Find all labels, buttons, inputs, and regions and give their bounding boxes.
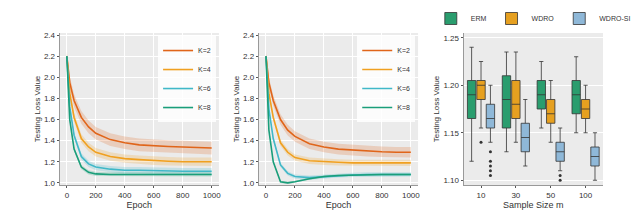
svg-text:1.10: 1.10 (443, 176, 459, 185)
svg-text:1000: 1000 (402, 191, 420, 200)
svg-text:1.4: 1.4 (243, 136, 255, 145)
svg-text:800: 800 (176, 191, 190, 200)
svg-text:100: 100 (579, 191, 593, 200)
svg-text:Epoch: Epoch (326, 200, 352, 210)
svg-text:1.25: 1.25 (443, 34, 459, 43)
svg-text:K=6: K=6 (198, 85, 211, 92)
svg-text:10: 10 (477, 191, 486, 200)
svg-text:Testing Loss Value: Testing Loss Value (33, 75, 42, 142)
svg-text:50: 50 (546, 191, 555, 200)
svg-text:2.0: 2.0 (243, 73, 255, 82)
svg-text:1.0: 1.0 (44, 179, 56, 188)
svg-text:200: 200 (288, 191, 302, 200)
svg-text:1000: 1000 (203, 191, 221, 200)
svg-text:2.4: 2.4 (44, 31, 56, 40)
svg-text:0: 0 (65, 191, 70, 200)
svg-text:2.2: 2.2 (243, 52, 255, 61)
svg-text:400: 400 (317, 191, 331, 200)
svg-text:Testing Loss Value: Testing Loss Value (232, 75, 241, 142)
svg-text:1.2: 1.2 (44, 158, 56, 167)
svg-text:K=2: K=2 (198, 47, 211, 54)
svg-text:1.8: 1.8 (243, 94, 255, 103)
svg-text:K=4: K=4 (397, 66, 410, 73)
svg-text:1.2: 1.2 (243, 158, 255, 167)
svg-text:1.6: 1.6 (44, 115, 56, 124)
svg-text:K=8: K=8 (397, 104, 410, 111)
svg-text:WDRO-SI: WDRO-SI (599, 15, 630, 22)
svg-text:Sample Size m: Sample Size m (503, 200, 564, 210)
svg-text:600: 600 (346, 191, 360, 200)
svg-text:800: 800 (375, 191, 389, 200)
svg-text:ERM: ERM (471, 15, 487, 22)
svg-text:2.2: 2.2 (44, 52, 56, 61)
svg-text:1.20: 1.20 (443, 81, 459, 90)
svg-text:400: 400 (118, 191, 132, 200)
svg-text:1.15: 1.15 (443, 129, 459, 138)
svg-text:1.4: 1.4 (44, 136, 56, 145)
svg-text:30: 30 (511, 191, 520, 200)
svg-text:K=4: K=4 (198, 66, 211, 73)
svg-text:1.8: 1.8 (44, 94, 56, 103)
svg-text:2.0: 2.0 (44, 73, 56, 82)
svg-text:1.0: 1.0 (243, 179, 255, 188)
svg-text:1.6: 1.6 (243, 115, 255, 124)
svg-text:WDRO: WDRO (532, 15, 555, 22)
svg-text:200: 200 (89, 191, 103, 200)
svg-text:Testing Loss Value: Testing Loss Value (432, 75, 441, 142)
svg-text:K=8: K=8 (198, 104, 211, 111)
svg-text:K=2: K=2 (397, 47, 410, 54)
svg-text:0: 0 (264, 191, 269, 200)
svg-text:2.4: 2.4 (243, 31, 255, 40)
svg-text:600: 600 (147, 191, 161, 200)
svg-text:Epoch: Epoch (126, 200, 152, 210)
svg-text:K=6: K=6 (397, 85, 410, 92)
